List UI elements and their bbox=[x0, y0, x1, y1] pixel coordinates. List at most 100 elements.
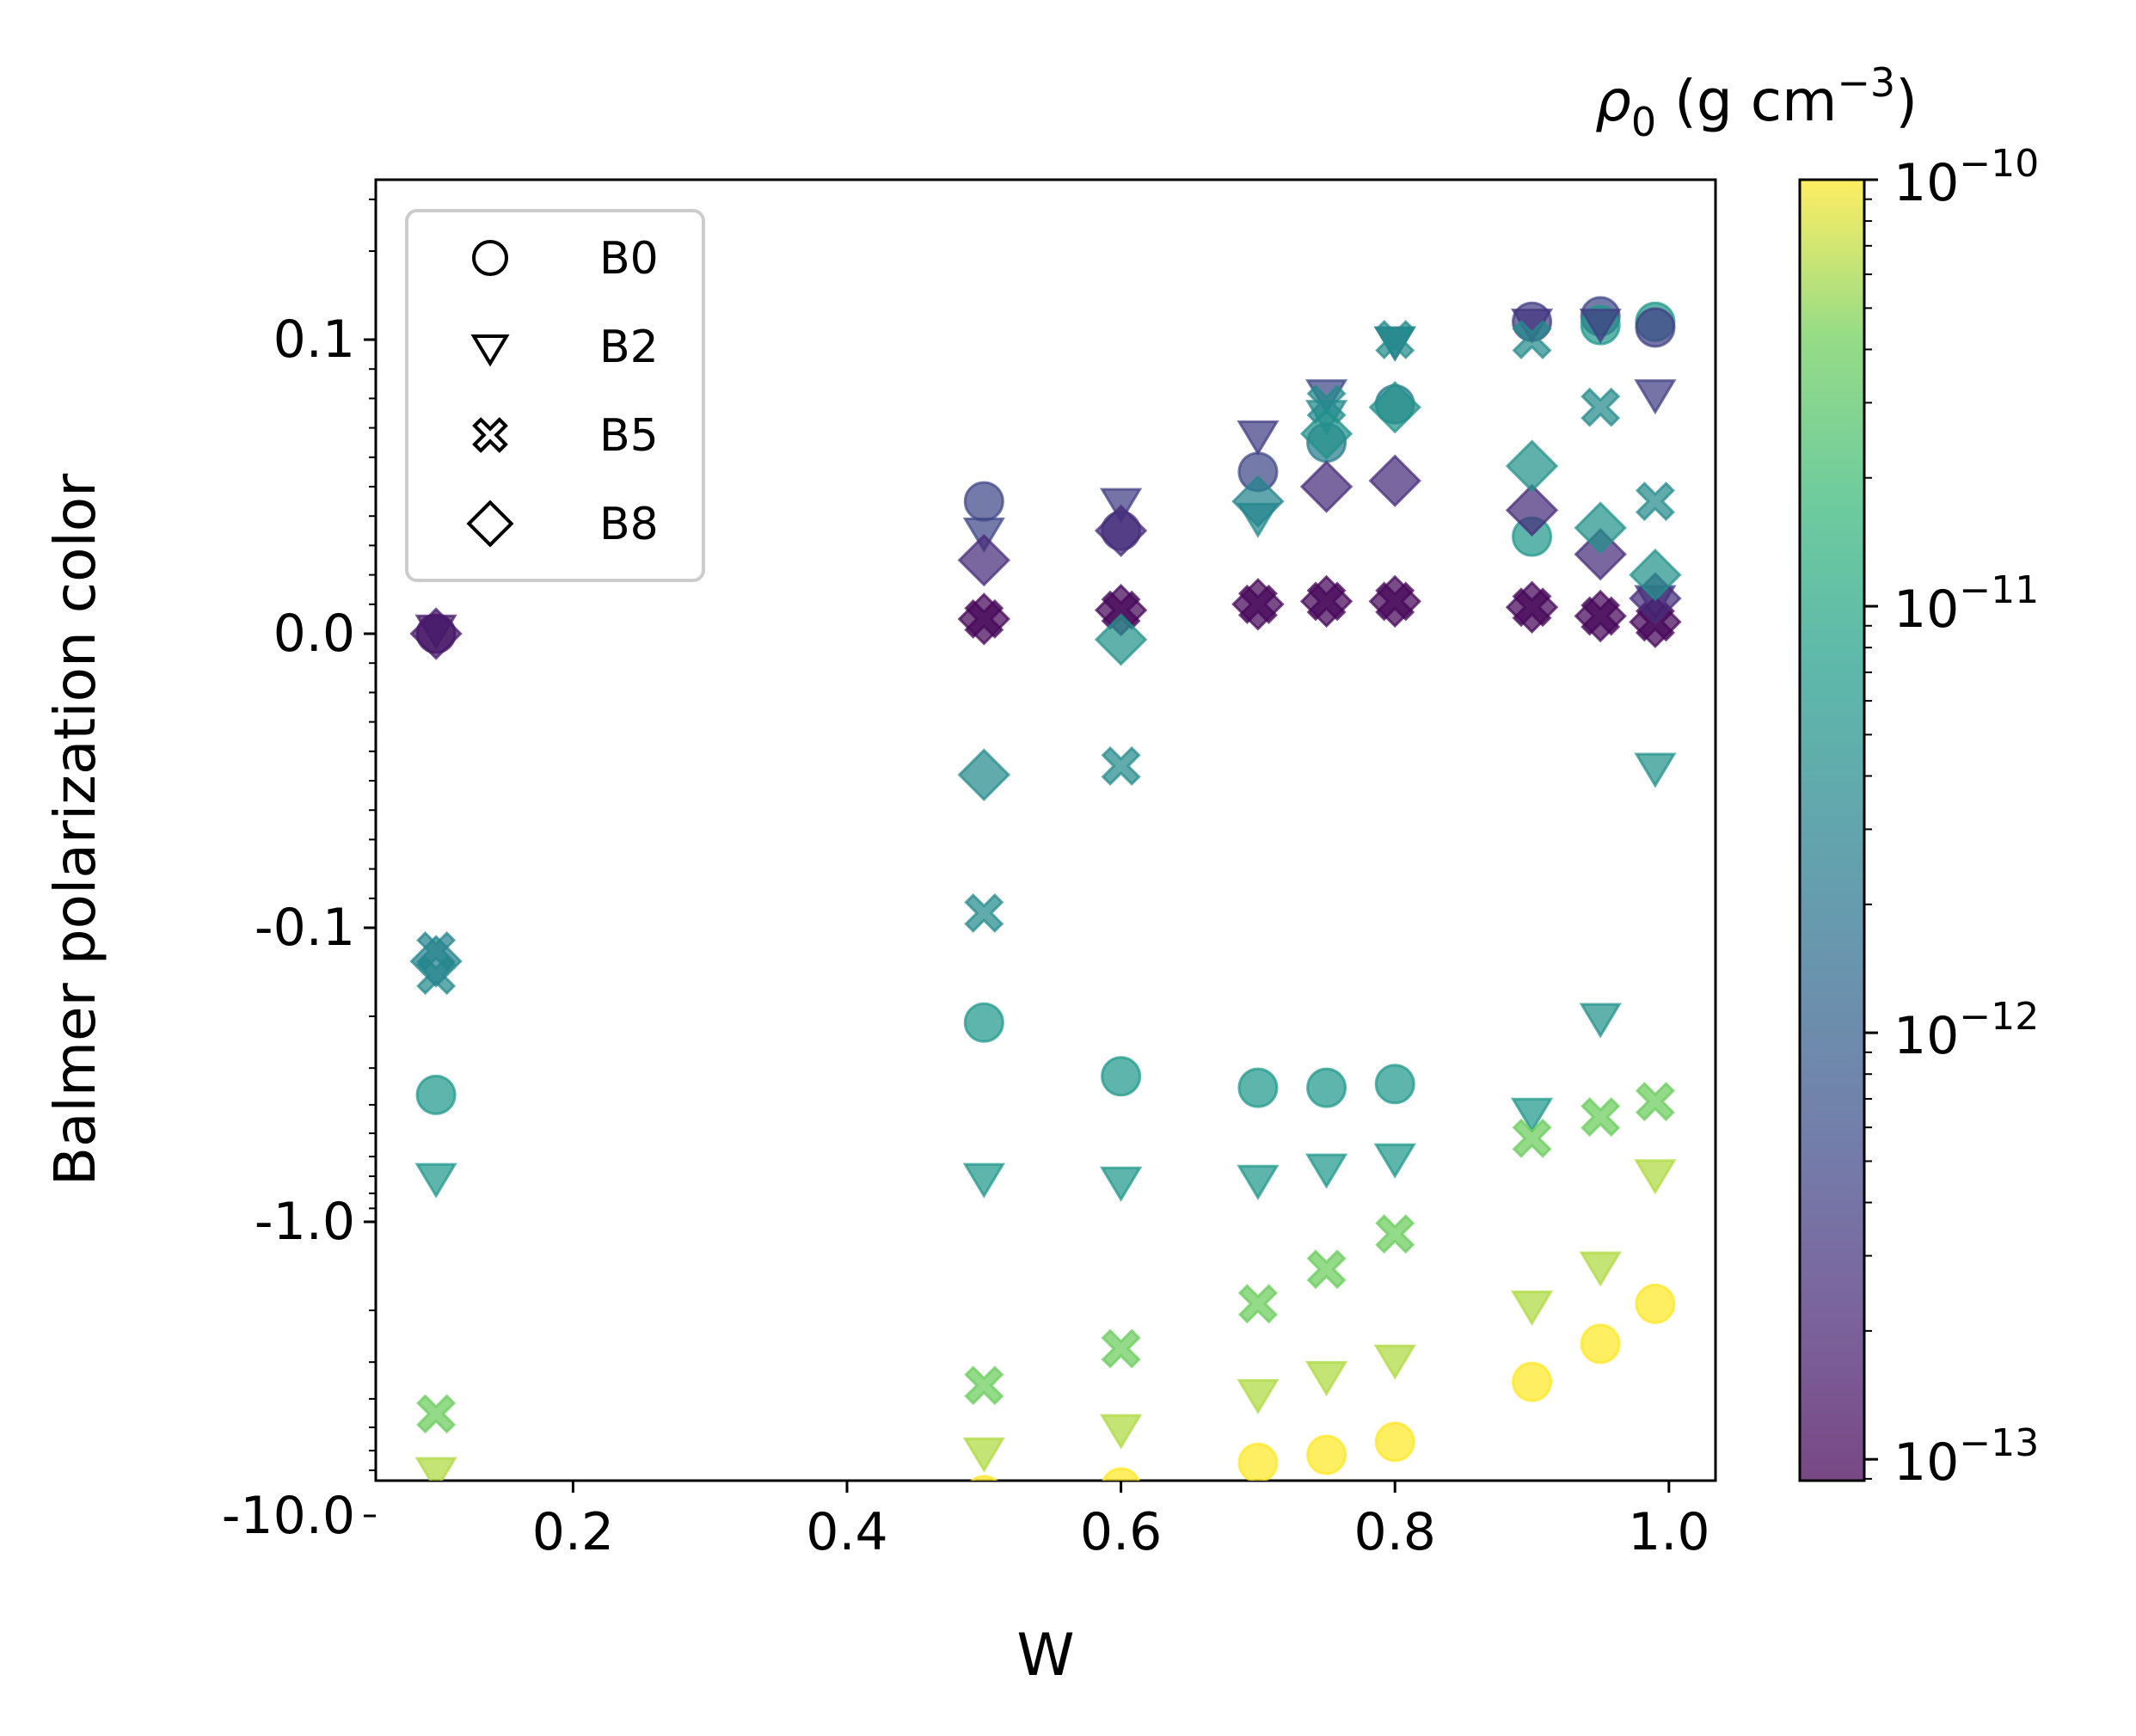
point-b8 bbox=[1368, 380, 1421, 434]
point-b5 bbox=[1306, 1249, 1347, 1290]
point-b8 bbox=[1299, 407, 1353, 461]
x-axis: 0.2 0.4 0.6 0.8 1.0 bbox=[532, 1481, 1710, 1562]
point-b0 bbox=[415, 1074, 457, 1115]
point-b8 bbox=[1094, 613, 1148, 666]
point-b2 bbox=[1099, 1414, 1143, 1450]
point-b8 bbox=[1574, 589, 1627, 643]
point-b8 bbox=[409, 935, 463, 988]
point-b5 bbox=[1635, 1082, 1675, 1122]
point-b2 bbox=[1304, 1360, 1348, 1397]
point-b8 bbox=[1299, 574, 1353, 629]
point-b5 bbox=[1375, 319, 1415, 360]
point-b0 bbox=[417, 1520, 455, 1558]
x-tick-label: 0.4 bbox=[806, 1502, 887, 1562]
legend-marker-b2 bbox=[470, 334, 510, 367]
point-b0 bbox=[1102, 1467, 1140, 1481]
x-tick-label: 1.0 bbox=[1628, 1502, 1709, 1562]
point-b2 bbox=[1237, 420, 1280, 457]
point-b5 bbox=[1101, 1328, 1141, 1369]
point-b5 bbox=[1237, 1284, 1278, 1324]
point-b0 bbox=[1101, 1056, 1142, 1097]
colorbar-tick-label: 10−11 bbox=[1894, 568, 2039, 640]
point-b8 bbox=[1299, 460, 1353, 513]
point-b0 bbox=[1237, 1067, 1279, 1108]
point-b2 bbox=[1304, 1153, 1348, 1189]
y-axis: -10.0 -1.0 -0.1 0.0 0.1 bbox=[222, 198, 376, 1546]
point-b2 bbox=[1237, 1378, 1280, 1414]
point-b5 bbox=[416, 1394, 457, 1434]
point-b2 bbox=[414, 1162, 457, 1199]
y-tick-label: -1.0 bbox=[255, 1192, 355, 1252]
point-b5 bbox=[964, 1365, 1004, 1406]
point-b2 bbox=[1510, 1097, 1554, 1133]
point-b8 bbox=[1368, 574, 1421, 629]
point-b8 bbox=[957, 592, 1011, 646]
point-b2 bbox=[1510, 1290, 1554, 1327]
point-b0 bbox=[963, 481, 1004, 522]
legend-marker-b5 bbox=[472, 417, 508, 453]
point-b5 bbox=[1635, 482, 1675, 522]
point-b2 bbox=[1237, 1164, 1280, 1200]
point-b0 bbox=[1512, 1361, 1553, 1402]
point-b8 bbox=[1231, 475, 1285, 528]
point-b0 bbox=[1306, 1434, 1347, 1475]
point-b2 bbox=[1634, 752, 1677, 788]
point-b8 bbox=[957, 748, 1011, 801]
point-b0 bbox=[1306, 1067, 1347, 1108]
point-b2 bbox=[1373, 1143, 1416, 1179]
point-b8 bbox=[1505, 483, 1559, 537]
point-b8 bbox=[957, 533, 1011, 587]
point-b2 bbox=[1634, 379, 1677, 415]
x-tick-label: 0.8 bbox=[1354, 1502, 1436, 1562]
point-b8 bbox=[1574, 527, 1627, 581]
point-b0 bbox=[1580, 1323, 1621, 1365]
colorbar-tick-label: 10−13 bbox=[1894, 1421, 2039, 1493]
y-tick-label: 0.0 bbox=[273, 604, 355, 664]
point-b0 bbox=[1237, 1442, 1279, 1481]
y-axis-label: Balmer polarization color bbox=[42, 473, 108, 1186]
point-b5 bbox=[1581, 387, 1621, 427]
point-b2 bbox=[962, 1437, 1005, 1473]
point-b8 bbox=[1505, 439, 1559, 493]
point-b0 bbox=[1374, 1064, 1415, 1105]
colorbar-gradient bbox=[1798, 178, 1866, 1482]
point-b2 bbox=[962, 1162, 1005, 1199]
y-tick-label: -10.0 bbox=[222, 1486, 355, 1546]
y-tick-label: 0.1 bbox=[273, 310, 355, 370]
legend-marker-b8 bbox=[466, 500, 514, 548]
legend-label-b5: B5 bbox=[599, 410, 659, 462]
point-b8 bbox=[1574, 501, 1627, 555]
legend-label-b8: B8 bbox=[599, 499, 659, 550]
point-b5 bbox=[1375, 1214, 1415, 1254]
point-b2 bbox=[1579, 1003, 1622, 1039]
point-b2 bbox=[1634, 1159, 1677, 1195]
colorbar-label: ρ0 (g cm−3) bbox=[1595, 59, 1918, 145]
point-b2 bbox=[414, 1457, 457, 1481]
scatter-points bbox=[409, 296, 1682, 1558]
legend-label-b0: B0 bbox=[599, 233, 659, 285]
x-axis-label: W bbox=[1016, 1622, 1074, 1690]
point-b5 bbox=[1512, 1118, 1552, 1158]
point-b8 bbox=[1629, 548, 1682, 602]
point-b8 bbox=[409, 607, 463, 660]
colorbar: 10−10 10−11 10−12 10−13 ρ0 (g cm−3) bbox=[1595, 59, 2039, 1493]
point-b2 bbox=[1579, 308, 1622, 344]
legend-marker-b0 bbox=[472, 240, 508, 276]
point-b0 bbox=[1635, 307, 1676, 348]
point-b0 bbox=[963, 1002, 1004, 1043]
point-b2 bbox=[1373, 1344, 1416, 1380]
point-b5 bbox=[1101, 745, 1141, 786]
point-b8 bbox=[1505, 580, 1559, 634]
point-b0 bbox=[1635, 1283, 1676, 1324]
point-b8 bbox=[1231, 578, 1285, 631]
point-b5 bbox=[1512, 319, 1552, 360]
x-tick-label: 0.2 bbox=[532, 1502, 614, 1562]
legend: B0 B2 B5 B8 bbox=[405, 209, 705, 582]
point-b5 bbox=[964, 893, 1004, 933]
y-tick-label: -0.1 bbox=[255, 898, 355, 958]
legend-label-b2: B2 bbox=[599, 322, 659, 373]
x-tick-label: 0.6 bbox=[1080, 1502, 1162, 1562]
point-b0 bbox=[969, 1475, 998, 1481]
point-b0 bbox=[1374, 1421, 1415, 1463]
